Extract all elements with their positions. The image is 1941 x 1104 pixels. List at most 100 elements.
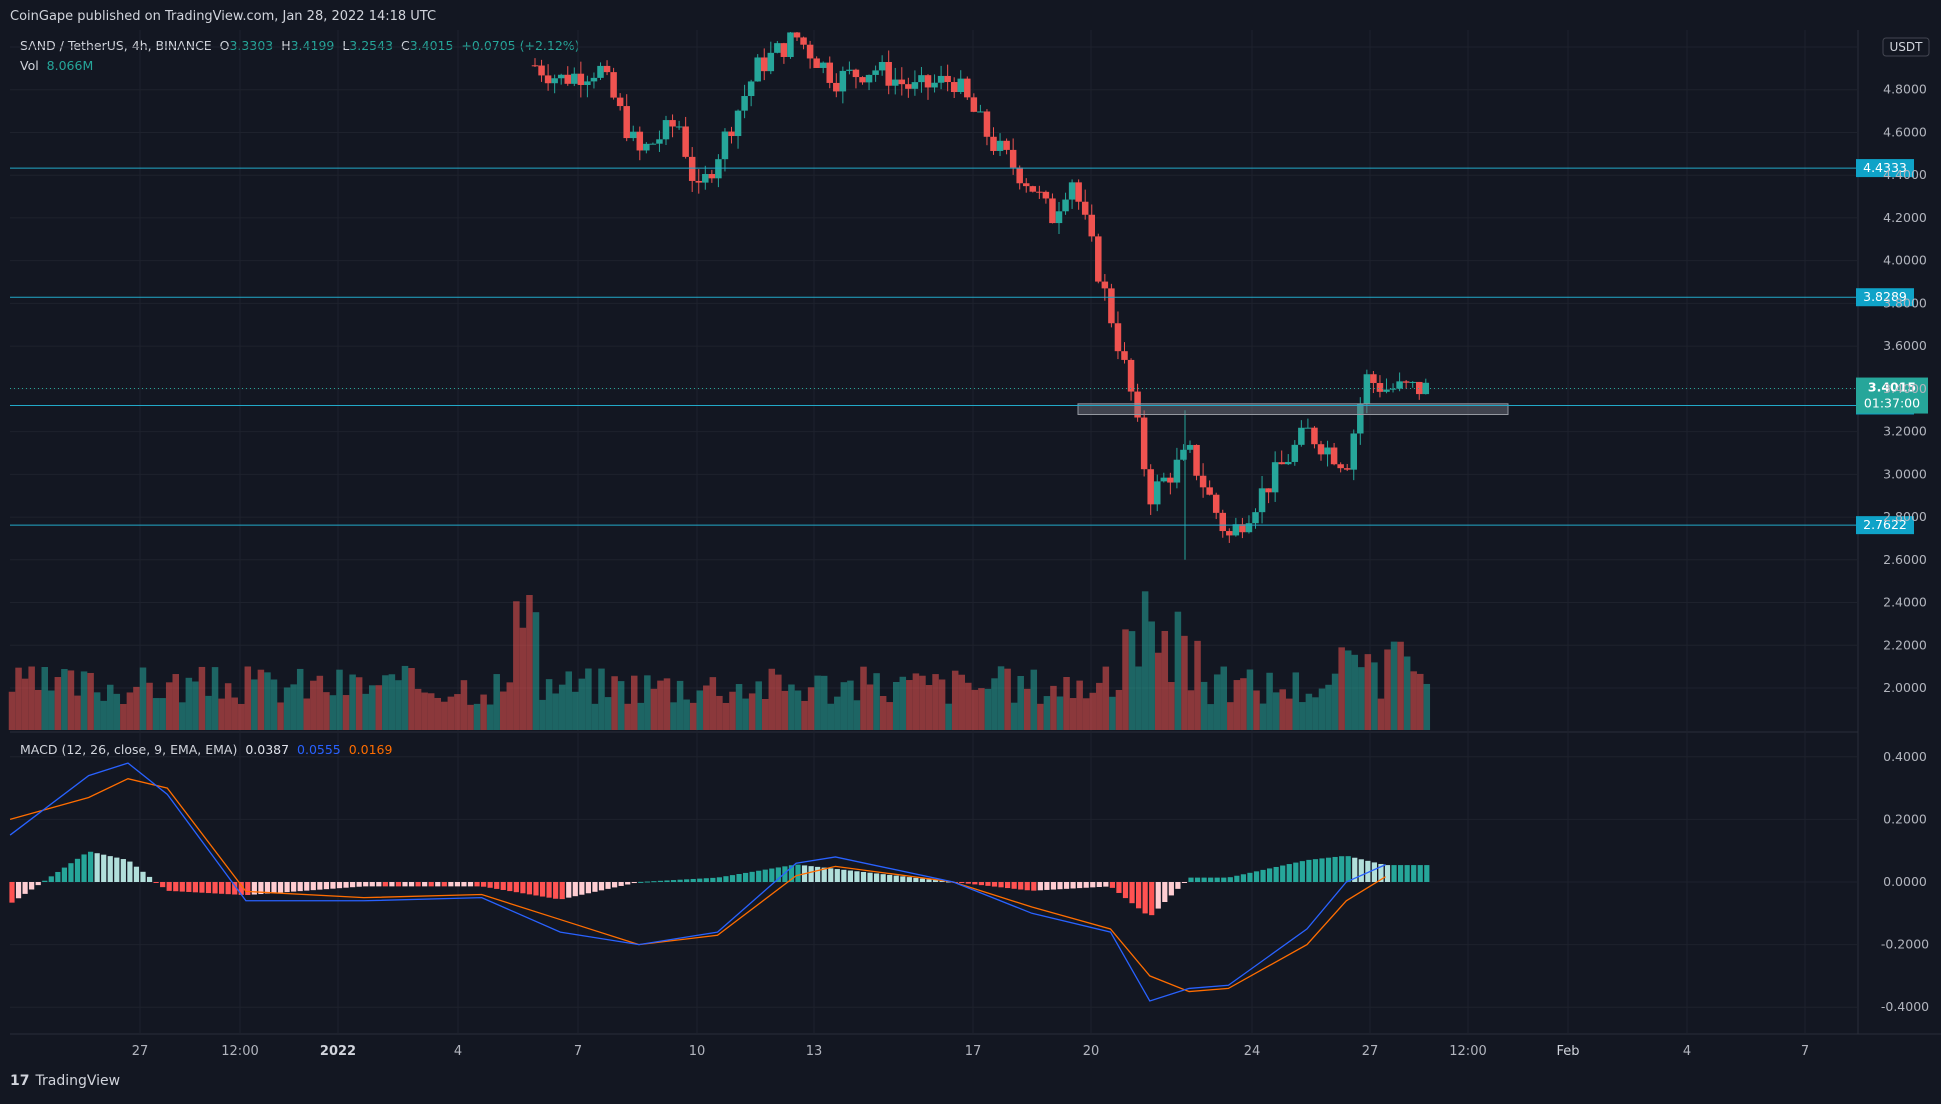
symbol-legend[interactable]: SAND / TetherUS, 4h, BINANCE O3.3303 H3.…: [20, 38, 580, 53]
candle-body: [1271, 462, 1279, 493]
macd-histogram-bar: [461, 882, 467, 887]
macd-histogram-bar: [749, 871, 755, 882]
macd-histogram-bar: [219, 882, 225, 894]
volume-bar: [866, 684, 874, 730]
macd-histogram-bar: [860, 871, 867, 882]
volume-legend[interactable]: Vol 8.066M: [20, 58, 93, 73]
price-axis-label: 4.8000: [1883, 82, 1927, 97]
candle-body: [1134, 391, 1141, 418]
macd-histogram-bar: [55, 871, 61, 882]
macd-histogram-bar: [1142, 882, 1148, 914]
volume-bar: [486, 704, 494, 730]
volume-bar: [834, 696, 841, 730]
volume-bar: [886, 702, 893, 730]
macd-histogram-bar: [323, 882, 329, 890]
macd-histogram-bar: [919, 878, 926, 882]
macd-histogram-bar: [618, 882, 624, 886]
macd-axis-label: -0.4000: [1881, 999, 1929, 1014]
candle-body: [983, 111, 991, 137]
volume-bar: [270, 679, 278, 730]
candle-body: [1023, 183, 1030, 187]
volume-bar: [185, 677, 193, 730]
macd-histogram-bar: [481, 882, 487, 887]
macd-histogram-bar: [127, 861, 133, 882]
volume-bar: [1069, 698, 1077, 730]
candle-body: [793, 32, 801, 38]
volume-bar: [572, 691, 579, 730]
macd-histogram-bar: [225, 882, 231, 895]
volume-bar: [310, 680, 317, 730]
candle-body: [1009, 149, 1017, 168]
price-axis-label: 4.6000: [1883, 124, 1927, 139]
level-price-label: 3.8289: [1863, 289, 1907, 304]
candle-body: [1180, 449, 1187, 460]
macd-histogram-bar: [258, 882, 264, 895]
last-price-tag: [1856, 377, 1928, 414]
candle-body: [1337, 464, 1344, 469]
macd-histogram-bar: [1018, 882, 1024, 890]
volume-bar: [958, 674, 965, 730]
macd-histogram-bar: [186, 882, 192, 892]
candle-body: [623, 106, 630, 139]
macd-histogram-bar: [1077, 882, 1083, 889]
volume-bar: [1292, 672, 1300, 730]
macd-histogram-bar: [880, 874, 886, 882]
macd-histogram-bar: [546, 882, 552, 898]
currency-badge[interactable]: [1882, 37, 1930, 57]
candle-body: [1036, 191, 1043, 193]
macd-histogram-bar: [723, 876, 729, 882]
macd-legend[interactable]: MACD (12, 26, close, 9, EMA, EMA) 0.0387…: [20, 742, 392, 757]
volume-bar: [1403, 656, 1411, 730]
candle-body: [1029, 186, 1037, 192]
candle-body: [728, 131, 735, 137]
candle-body: [590, 77, 598, 82]
volume-bar: [965, 682, 972, 730]
support-zone[interactable]: [1077, 403, 1509, 416]
candle-body: [1114, 323, 1122, 352]
volume-bar: [355, 677, 363, 730]
candle-body: [603, 65, 611, 73]
macd-histogram-bar: [710, 877, 716, 882]
volume-bar: [532, 612, 540, 730]
volume-bar: [840, 682, 848, 730]
macd-histogram-bar: [592, 882, 598, 892]
volume-bar: [1384, 649, 1391, 730]
volume-bar: [1240, 678, 1247, 730]
candle-body: [1121, 351, 1128, 360]
macd-histogram-bar: [1404, 865, 1410, 882]
candle-body: [630, 131, 637, 139]
volume-bar: [1220, 666, 1227, 730]
volume-bar: [382, 675, 389, 730]
macd-histogram-bar: [1083, 882, 1089, 888]
volume-bar: [362, 693, 369, 730]
macd-histogram-bar: [1312, 859, 1319, 882]
tradingview-footer[interactable]: 17 TradingView: [10, 1073, 120, 1089]
macd-histogram-bar: [9, 882, 15, 903]
candle-body: [1206, 487, 1213, 495]
published-header: CoinGape published on TradingView.com, J…: [10, 9, 437, 24]
macd-histogram-bar: [363, 882, 369, 887]
macd-histogram-bar: [612, 882, 618, 888]
candle-body: [669, 120, 676, 127]
candle-body: [1127, 359, 1135, 392]
open-label: O: [219, 38, 230, 53]
macd-histogram-bar: [1070, 882, 1076, 889]
candle-body: [643, 143, 650, 151]
volume-bar: [578, 678, 586, 730]
volume-bar: [480, 694, 487, 730]
volume-bar: [1417, 673, 1424, 730]
macd-histogram-bar: [376, 882, 382, 887]
macd-histogram-bar: [245, 882, 251, 896]
volume-bar: [113, 693, 121, 730]
volume-bar: [788, 684, 795, 730]
macd-histogram-bar: [1253, 871, 1260, 882]
macd-histogram-bar: [1319, 858, 1325, 882]
volume-bar: [617, 681, 625, 730]
macd-line-value: 0.0555: [297, 742, 341, 757]
volume-bar: [238, 703, 245, 730]
macd-histogram-bar: [1234, 875, 1240, 882]
macd-histogram-bar: [81, 854, 87, 882]
level-price-label: 4.4333: [1863, 160, 1907, 175]
macd-histogram-bar: [1168, 882, 1174, 896]
